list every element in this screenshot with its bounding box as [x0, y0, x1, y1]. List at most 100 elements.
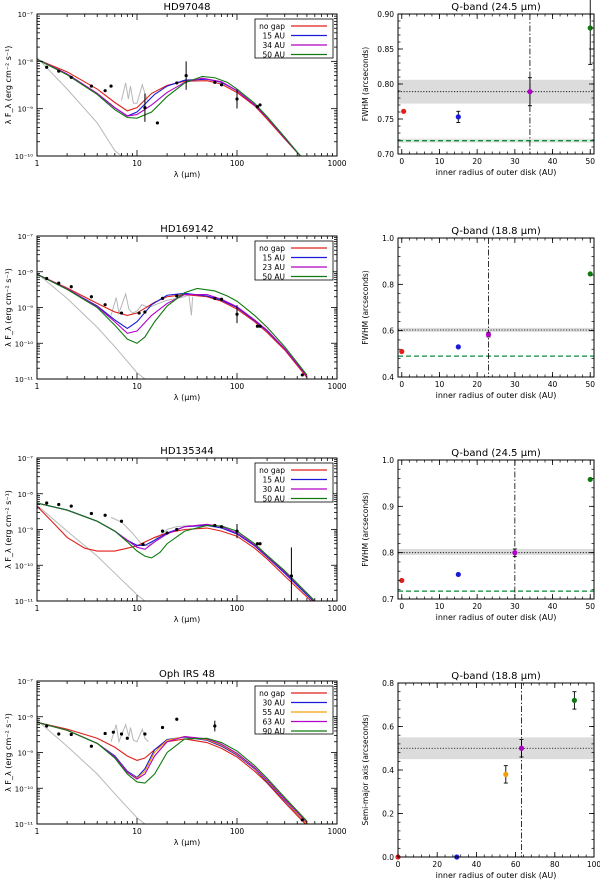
x-tick-label: 1000 — [327, 159, 346, 168]
x-tick-label: 10 — [435, 380, 445, 389]
y-tick-label: 10⁻⁹ — [18, 305, 34, 313]
series-line-2 — [37, 58, 302, 156]
y-axis-label: FWHM (arcseconds) — [361, 47, 370, 121]
legend-label: 23 AU — [262, 263, 285, 272]
x-tick-label: 60 — [511, 860, 521, 869]
x-tick-label: 0 — [399, 602, 404, 611]
sed-panel-3: Oph IRS 48 1 10 100 1000 10⁻¹¹ 10⁻¹⁰ 10⁻⁹ 10⁻⁸ 10… — [4, 669, 347, 847]
x-tick-label: 50 — [585, 602, 595, 611]
y-tick-label: 10⁻¹¹ — [15, 598, 33, 606]
series-line-2 — [37, 273, 308, 377]
legend-label: 90 AU — [262, 727, 285, 736]
legend-label: no gap — [259, 689, 285, 698]
y-axis-label: FWHM (arcseconds) — [361, 492, 370, 566]
legend-label: 55 AU — [262, 708, 285, 717]
data-point-0 — [399, 348, 405, 355]
axes-frame — [397, 459, 595, 600]
legend-label: no gap — [259, 466, 285, 475]
data-point-0 — [401, 108, 407, 114]
series-line-1 — [37, 721, 308, 824]
photometry-point — [213, 296, 217, 300]
photometry-point — [111, 730, 115, 734]
y-tick-label: 10⁻¹¹ — [15, 376, 33, 384]
data-point-2 — [485, 332, 492, 338]
photometry-point — [137, 311, 141, 315]
photometry-point — [213, 724, 217, 728]
y-tick-label: 10⁻¹⁰ — [15, 785, 33, 793]
x-tick-label: 30 — [510, 157, 520, 166]
photometry-point — [160, 529, 165, 533]
legend-box — [254, 685, 334, 735]
plot-area — [37, 57, 302, 156]
y-tick-label: 0.2 — [382, 810, 394, 819]
x-tick-label: 100 — [230, 159, 245, 168]
legend-label: 50 AU — [262, 51, 285, 60]
x-axis-label: λ (μm) — [174, 838, 200, 847]
legend-label: 63 AU — [262, 718, 285, 727]
photometry-point — [119, 311, 124, 315]
photometry-point — [103, 731, 107, 736]
panel-title: Oph IRS 48 — [159, 669, 215, 680]
panel-title: Q-band (24.5 μm) — [451, 448, 541, 459]
photometry-point — [258, 324, 262, 328]
y-tick-label: 0.80 — [377, 80, 394, 89]
legend-label: 30 AU — [262, 699, 285, 708]
x-tick-label: 10 — [132, 382, 142, 391]
photometry-point — [57, 732, 61, 736]
photosphere-line — [37, 719, 146, 824]
data-point-1 — [455, 114, 461, 120]
qband-panel-0: Q-band (24.5 μm) 0 10 20 30 40 50 0.70 0.75 0.80 0… — [361, 0, 595, 177]
photometry-point — [57, 281, 61, 285]
legend-label: 15 AU — [262, 254, 285, 263]
y-tick-label: 0.85 — [377, 45, 394, 54]
x-tick-label: 40 — [472, 860, 482, 869]
photometry-point — [109, 84, 113, 88]
y-tick-label: 10⁻¹⁰ — [15, 562, 33, 570]
x-tick-label: 40 — [548, 157, 558, 166]
data-point-1 — [455, 344, 461, 350]
x-tick-label: 30 — [510, 602, 520, 611]
photometry-point — [219, 297, 224, 301]
photometry-point — [69, 75, 73, 79]
panel-title: HD97048 — [163, 2, 210, 13]
photometry-point — [160, 296, 165, 300]
legend-label: 30 AU — [262, 485, 285, 494]
y-tick-label: 10⁻¹⁰ — [15, 340, 33, 348]
y-tick-label: 0.4 — [382, 766, 394, 775]
series-line-3 — [37, 58, 302, 156]
x-tick-label: 10 — [435, 157, 445, 166]
photometry-point — [175, 294, 179, 298]
photometry-point — [175, 527, 179, 532]
y-axis-label: Semi-major axis (arcseconds) — [361, 714, 370, 825]
y-tick-label: 10⁻⁷ — [18, 678, 34, 686]
x-tick-label: 1 — [35, 827, 40, 836]
legend-label: 50 AU — [262, 495, 285, 504]
axes-frame — [397, 682, 595, 858]
photosphere-line — [37, 57, 122, 156]
photometry-point — [219, 525, 224, 529]
x-tick-label: 1 — [35, 382, 40, 391]
photometry-point — [119, 732, 124, 736]
x-tick-label: 100 — [230, 382, 245, 391]
y-tick-label: 10⁻¹⁰ — [15, 153, 33, 161]
series-line-0 — [37, 505, 312, 601]
y-tick-label: 0.0 — [382, 853, 394, 862]
x-axis-label: λ (μm) — [174, 170, 200, 179]
data-point-0 — [399, 577, 405, 584]
series-line-2 — [37, 502, 316, 601]
spectrum-line — [110, 723, 149, 744]
panel-title: Q-band (24.5 μm) — [451, 2, 541, 13]
data-point-3 — [587, 271, 593, 277]
photometry-point — [103, 513, 107, 517]
panel-title: Q-band (18.8 μm) — [451, 671, 541, 682]
y-tick-label: 0.8 — [382, 280, 394, 289]
photometry-point — [300, 818, 304, 822]
x-tick-label: 10 — [132, 604, 142, 613]
photometry-point — [45, 724, 49, 728]
photometry-point — [255, 105, 260, 109]
y-tick-label: 10⁻⁷ — [18, 455, 34, 463]
